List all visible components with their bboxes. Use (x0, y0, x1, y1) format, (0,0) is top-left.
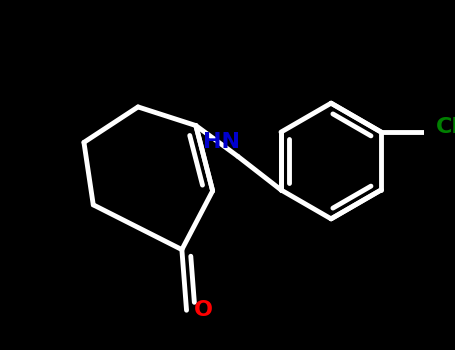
Text: HN: HN (202, 132, 239, 152)
Text: O: O (194, 300, 213, 320)
Text: Cl: Cl (436, 118, 455, 138)
